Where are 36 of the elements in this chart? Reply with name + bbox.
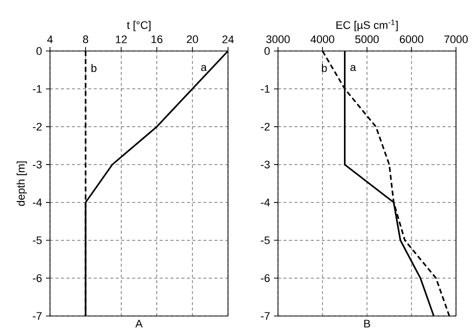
y-tick-label: -4 — [32, 198, 42, 206]
y-tick-label: -7 — [32, 312, 42, 320]
y-tick-label: -1 — [32, 85, 42, 93]
text: B — [364, 320, 370, 328]
y-tick-label: -1 — [260, 85, 270, 93]
y-tick-label: 0 — [264, 47, 270, 55]
x-axis-title: EC [µS cm$^{-1}$] — [336, 20, 398, 32]
x-tick-label: 5000 — [355, 35, 379, 44]
y-tick-label: -2 — [32, 122, 42, 131]
x-tick-label: 20 — [186, 35, 198, 44]
y-tick-label: -5 — [260, 236, 270, 244]
x-tick-label: 8 — [83, 35, 88, 44]
x-tick-label: 16 — [152, 35, 162, 44]
y-tick-label: -5 — [32, 236, 42, 244]
series-label: b — [92, 64, 96, 72]
y-tick-label: -4 — [260, 198, 270, 206]
series-label: a — [201, 65, 207, 72]
x-tick-label: 24 — [222, 36, 234, 44]
x-tick-label: 4 — [47, 36, 53, 44]
x-tick-label: 6000 — [400, 35, 424, 44]
x-tick-label: 3000 — [266, 35, 290, 44]
text: A — [135, 320, 143, 328]
x-axis-title: t [°C] — [126, 20, 150, 32]
x-tick-label: 4000 — [310, 35, 334, 44]
x-tick-label: 12 — [116, 36, 127, 44]
y-axis-title: depth [m] — [16, 161, 27, 206]
series-label: a — [350, 65, 356, 72]
y-tick-label: -6 — [32, 274, 42, 282]
y-tick-label: -7 — [260, 312, 270, 320]
y-tick-label: 0 — [36, 47, 42, 55]
y-tick-label: -3 — [32, 160, 42, 168]
y-tick-label: -2 — [260, 122, 270, 131]
x-tick-label: 7000 — [444, 35, 468, 44]
series-label: b — [322, 64, 327, 72]
y-tick-label: -3 — [260, 160, 270, 168]
y-tick-label: -6 — [260, 274, 270, 282]
